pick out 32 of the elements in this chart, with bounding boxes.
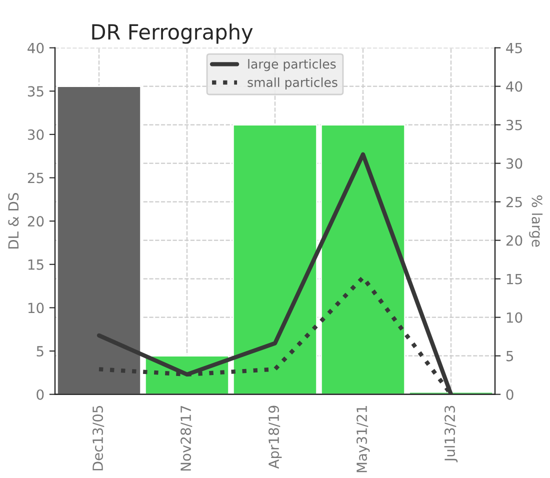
y-tick-label: 35 <box>28 86 44 97</box>
y2-tick-label: 30 <box>506 158 522 169</box>
y2-tick-label: 0 <box>506 389 514 400</box>
y-tick-label: 0 <box>36 389 44 400</box>
legend-label: large particles <box>248 59 336 72</box>
bar <box>56 86 142 394</box>
y2-tick-label: 20 <box>506 235 522 246</box>
x-tick-label: Nov28/17 <box>180 406 192 471</box>
y2-tick-label: 10 <box>506 312 522 323</box>
y-tick-label: 5 <box>36 346 44 357</box>
y-tick-label: 25 <box>28 172 44 184</box>
y2-axis-title: % large <box>529 195 543 247</box>
y2-tick-label: 35 <box>506 120 522 130</box>
y-tick-label: 15 <box>28 260 44 270</box>
y2-tick-label: 5 <box>506 350 514 362</box>
bar <box>320 124 406 394</box>
x-tick-label: Apr18/19 <box>268 406 282 469</box>
x-tick-label: Dec13/05 <box>92 406 104 470</box>
y2-tick-label: 25 <box>506 196 522 208</box>
y-tick-label: 20 <box>28 216 44 227</box>
x-tick-label: Jul13/23 <box>444 406 458 462</box>
chart-title: DR Ferrography <box>92 24 253 44</box>
bar <box>232 124 318 394</box>
y-tick-label: 40 <box>28 42 44 54</box>
y-tick-label: 10 <box>28 302 44 314</box>
x-tick-label: May31/21 <box>356 406 370 472</box>
legend-label: small particles <box>248 77 338 90</box>
y2-tick-label: 45 <box>506 42 522 54</box>
y-axis-title: DL & DS <box>8 193 19 249</box>
y2-tick-label: 15 <box>506 274 522 284</box>
y2-tick-label: 40 <box>506 81 522 92</box>
y-tick-label: 30 <box>28 129 44 140</box>
